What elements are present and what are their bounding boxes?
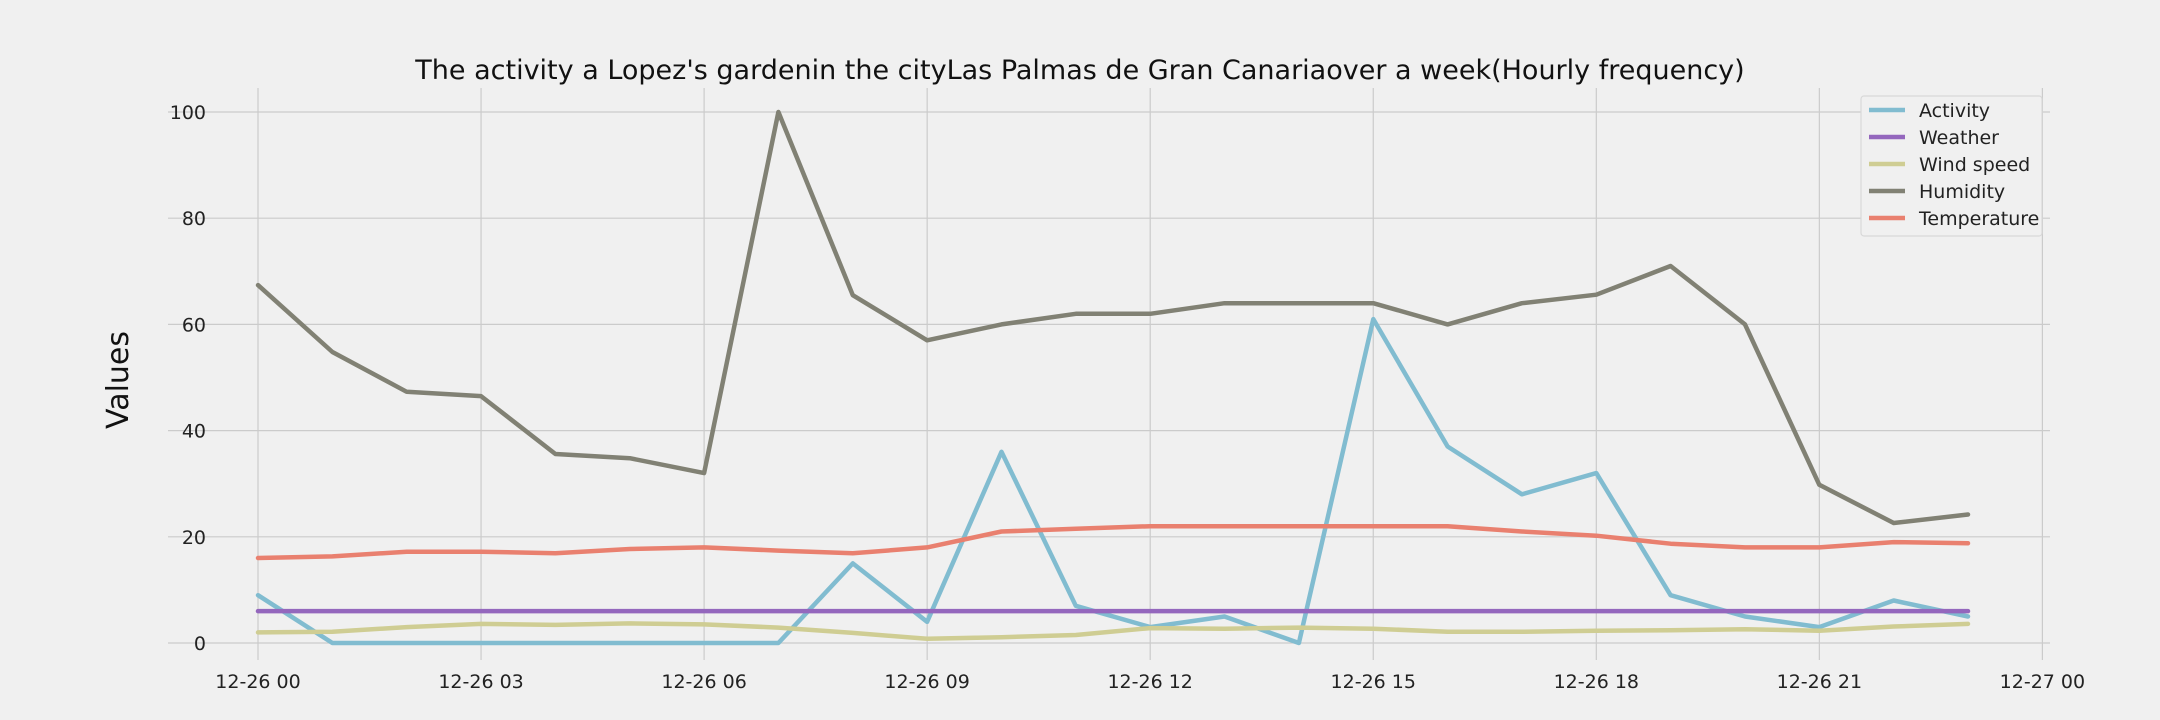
y-tick-label: 60 — [182, 314, 206, 336]
y-tick-label: 100 — [170, 102, 206, 124]
series-line-temperature — [255, 523, 1971, 561]
y-tick-label: 80 — [182, 208, 206, 230]
y-tick-label: 20 — [182, 527, 206, 549]
x-tick-label: 12-26 21 — [1777, 671, 1862, 693]
series-line-wind-speed — [255, 621, 1971, 642]
chart-title: The activity a Lopez's gardenin the city… — [414, 55, 1744, 86]
x-tick-label: 12-26 03 — [438, 671, 523, 693]
y-axis-ticks: 0 20 40 60 80 100 — [170, 102, 206, 655]
legend-frame — [1860, 95, 2043, 237]
x-tick-label: 12-26 15 — [1331, 671, 1416, 693]
series-line-humidity — [255, 109, 1971, 526]
x-tick-label: 12-26 09 — [884, 671, 969, 693]
legend-label-wind-speed: Wind speed — [1919, 154, 2030, 176]
x-axis-ticks: 12-26 00 12-26 03 12-26 06 12-26 09 12-26 12… — [215, 671, 2085, 693]
legend-label-weather: Weather — [1919, 127, 1999, 149]
x-tick-label: 12-26 00 — [215, 671, 300, 693]
x-tick-label: 12-27 00 — [2000, 671, 2085, 693]
x-tick-label: 12-26 12 — [1107, 671, 1192, 693]
legend: Activity Weather Wind speed Humidity Tempera… — [1860, 95, 2043, 237]
y-tick-label: 0 — [194, 633, 206, 655]
series-line-activity — [255, 316, 1971, 646]
legend-label-activity: Activity — [1919, 100, 1990, 122]
legend-label-temperature: Temperature — [1918, 208, 2039, 230]
y-axis-label: Values — [101, 331, 136, 429]
x-tick-label: 12-26 06 — [661, 671, 746, 693]
x-tick-label: 12-26 18 — [1554, 671, 1639, 693]
y-tick-label: 40 — [182, 421, 206, 443]
legend-label-humidity: Humidity — [1919, 181, 2005, 203]
series-lines — [255, 109, 1971, 646]
